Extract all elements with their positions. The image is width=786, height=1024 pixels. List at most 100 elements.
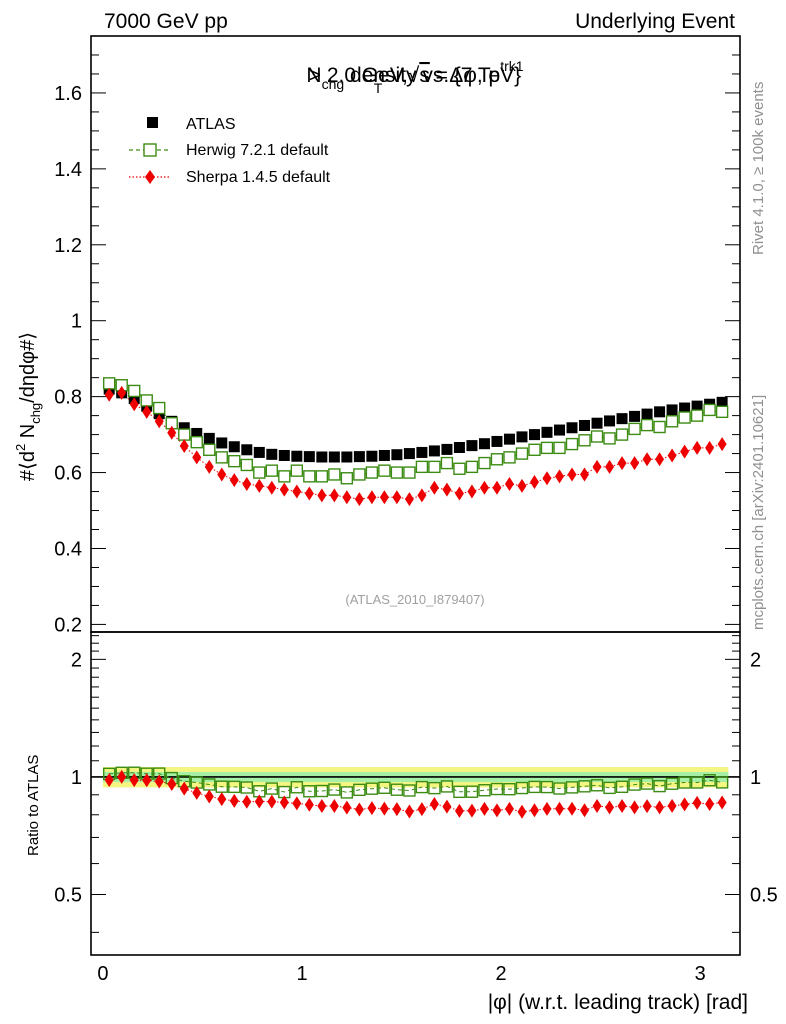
herwig-ratio-point (615, 780, 629, 794)
herwig-ratio-point (403, 784, 416, 797)
sherpa-point (154, 414, 164, 429)
sherpa-point (367, 490, 377, 505)
sherpa-point (179, 438, 189, 453)
atlas-point (554, 424, 566, 436)
herwig-ratio-point (265, 782, 279, 795)
atlas-point (203, 432, 215, 444)
sherpa-ratio-point (592, 799, 602, 814)
herwig-point (328, 468, 341, 481)
atlas-point (191, 427, 203, 439)
sherpa-point (129, 397, 139, 412)
atlas-point (654, 406, 666, 418)
sherpa-ratio-point (529, 803, 539, 818)
atlas-point (528, 429, 540, 441)
atlas-point (416, 446, 428, 458)
x-axis-label: |φ| (w.r.t. leading track) [rad] (488, 991, 748, 1014)
sherpa-ratio-point (642, 799, 652, 814)
herwig-point (615, 428, 629, 441)
sherpa-ratio-point (179, 781, 189, 796)
herwig-point (565, 437, 579, 451)
herwig-point (665, 415, 679, 428)
sherpa-ratio-point (379, 801, 389, 816)
sherpa-point (605, 459, 615, 474)
herwig-ratio-point (390, 783, 404, 796)
sherpa-ratio-point (617, 799, 627, 814)
title-rest: > 2.0 GeV, (303, 64, 408, 87)
sherpa-point (705, 440, 715, 455)
atlas-point (503, 433, 515, 445)
herwig-ratio-point (715, 776, 729, 789)
sherpa-point (329, 488, 339, 503)
atlas-point (591, 417, 603, 429)
sherpa-ratio-point (630, 800, 640, 815)
atlas-point (316, 451, 328, 463)
sherpa-point (442, 482, 452, 497)
sherpa-point (467, 484, 477, 499)
sherpa-point (217, 467, 227, 482)
atlas-point (366, 450, 378, 462)
atlas-point (391, 449, 403, 461)
title-mid: density vs. (344, 64, 449, 87)
herwig-point (440, 456, 454, 470)
herwig-point (603, 432, 616, 445)
sherpa-ratio-point (367, 801, 377, 816)
atlas-point (441, 443, 453, 455)
title-s: s (419, 64, 430, 87)
herwig-point (628, 422, 641, 436)
ratio-y-tick-label-right: 2 (750, 649, 761, 671)
sherpa-point (479, 480, 489, 495)
atlas-point (516, 431, 528, 443)
herwig-point (478, 456, 491, 470)
atlas-point (353, 451, 365, 463)
sherpa-point (229, 473, 239, 488)
legend-sherpa-label: Sherpa 1.4.5 default (186, 169, 331, 186)
atlas-point (328, 451, 340, 463)
sherpa-ratio-point (442, 799, 452, 814)
plot-title: Nchg density vs.Δφ, ptrk1 T > 2.0 GeV,√s … (303, 58, 524, 96)
herwig-point (590, 430, 604, 443)
herwig-ratio-point (628, 778, 641, 791)
sherpa-ratio-point (329, 799, 339, 814)
sherpa-ratio-point (117, 769, 127, 784)
sherpa-point (504, 476, 514, 491)
sherpa-point (617, 456, 627, 471)
sherpa-ratio-point (605, 800, 615, 815)
sherpa-point (517, 478, 527, 493)
sherpa-ratio-point (429, 797, 439, 812)
sherpa-ratio-point (342, 800, 352, 815)
herwig-point (128, 384, 141, 398)
herwig-ratio-point (565, 781, 579, 794)
herwig-ratio-point (415, 780, 429, 794)
sherpa-ratio-point (279, 795, 289, 810)
legend-atlas-label: ATLAS (186, 116, 236, 133)
atlas-point (716, 396, 728, 408)
herwig-point (340, 472, 354, 485)
herwig-point (190, 435, 203, 449)
herwig-point (540, 441, 554, 455)
analysis-watermark: (ATLAS_2010_I879407) (345, 592, 484, 607)
atlas-point (616, 413, 628, 425)
sherpa-ratio-point (492, 803, 502, 818)
main-y-tick-label: 1.2 (54, 235, 82, 257)
title-energy: = {7 TeV} (430, 64, 521, 87)
sherpa-ratio-point (692, 795, 702, 810)
sherpa-point (204, 459, 214, 474)
rivet-label: Rivet 4.1.0, ≥ 100k events (750, 82, 767, 255)
sherpa-point (580, 467, 590, 482)
herwig-point (640, 418, 654, 432)
sherpa-point (630, 456, 640, 471)
herwig-ratio-point (465, 785, 479, 798)
sherpa-point (279, 482, 289, 497)
atlas-point (541, 426, 553, 438)
main-y-tick-label: 0.4 (54, 538, 82, 560)
herwig-point (353, 468, 366, 481)
herwig-ratio-point (328, 783, 341, 796)
sherpa-point (717, 437, 727, 452)
herwig-ratio-point (665, 777, 679, 790)
atlas-point (278, 449, 290, 461)
herwig-ratio-point (315, 784, 329, 798)
sherpa-ratio-point (304, 797, 314, 812)
x-tick-label: 3 (695, 963, 706, 985)
sherpa-ratio-point (454, 803, 464, 818)
herwig-point (290, 464, 304, 477)
